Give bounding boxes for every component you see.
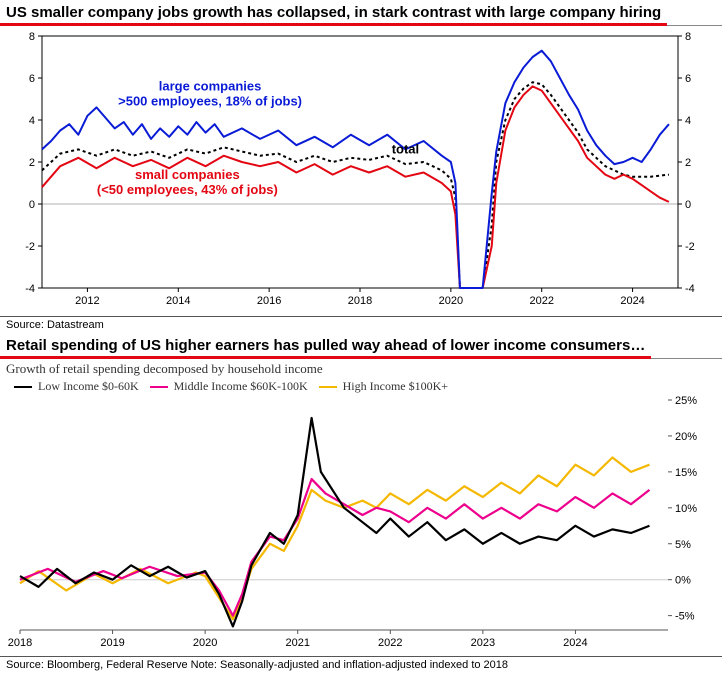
- svg-text:2021: 2021: [285, 637, 309, 649]
- svg-text:2022: 2022: [529, 295, 553, 307]
- svg-text:large companies: large companies: [159, 79, 262, 94]
- svg-text:-2: -2: [685, 241, 695, 253]
- svg-text:small companies: small companies: [135, 167, 240, 182]
- svg-text:2022: 2022: [378, 637, 402, 649]
- legend-swatch: [150, 386, 168, 388]
- svg-text:0: 0: [685, 199, 691, 211]
- svg-text:15%: 15%: [675, 467, 697, 479]
- chart1-source: Source: Datastream: [0, 316, 722, 333]
- legend-label: Low Income $0-60K: [35, 379, 142, 393]
- svg-text:2019: 2019: [100, 637, 124, 649]
- svg-text:-4: -4: [685, 283, 695, 295]
- chart2-title: Retail spending of US higher earners has…: [0, 333, 651, 359]
- svg-text:4: 4: [685, 115, 691, 127]
- legend-label: Middle Income $60K-100K: [171, 379, 311, 393]
- legend-label: High Income $100K+: [340, 379, 448, 393]
- svg-text:25%: 25%: [675, 395, 697, 407]
- chart2-svg: -5% 0% 5% 10% 15% 20% 25% 2018 2019 2020 2021 2022 2…: [0, 394, 722, 656]
- svg-text:0%: 0%: [675, 575, 691, 587]
- svg-text:2014: 2014: [166, 295, 190, 307]
- svg-text:-2: -2: [25, 241, 35, 253]
- svg-text:-5%: -5%: [675, 611, 695, 623]
- svg-text:2020: 2020: [193, 637, 217, 649]
- svg-text:(<50 employees, 43% of jobs): (<50 employees, 43% of jobs): [97, 182, 278, 197]
- svg-text:2023: 2023: [471, 637, 495, 649]
- svg-text:2024: 2024: [620, 295, 644, 307]
- chart2-source: Source: Bloomberg, Federal Reserve Note:…: [0, 656, 722, 673]
- svg-text:0: 0: [29, 199, 35, 211]
- svg-text:2018: 2018: [8, 637, 32, 649]
- svg-text:total: total: [392, 142, 419, 157]
- svg-text:10%: 10%: [675, 503, 697, 515]
- svg-text:2016: 2016: [257, 295, 281, 307]
- svg-text:2012: 2012: [75, 295, 99, 307]
- svg-text:2018: 2018: [348, 295, 372, 307]
- svg-text:6: 6: [29, 73, 35, 85]
- chart2-subtitle: Growth of retail spending decomposed by …: [0, 359, 722, 379]
- svg-text:8: 8: [29, 31, 35, 43]
- chart2-block: Retail spending of US higher earners has…: [0, 333, 722, 673]
- legend-swatch: [14, 386, 32, 388]
- svg-text:>500 employees, 18% of jobs): >500 employees, 18% of jobs): [118, 94, 302, 109]
- svg-text:8: 8: [685, 31, 691, 43]
- svg-text:2020: 2020: [439, 295, 463, 307]
- chart2-legend: Low Income $0-60K Middle Income $60K-100…: [0, 379, 722, 394]
- chart1-title: US smaller company jobs growth has colla…: [0, 0, 667, 26]
- svg-text:5%: 5%: [675, 539, 691, 551]
- svg-text:6: 6: [685, 73, 691, 85]
- chart1-block: US smaller company jobs growth has colla…: [0, 0, 722, 333]
- chart1-svg: -4 -4 -2 -2 0 0 2 2 4 4 6 6 8 8 2012 2014 2016 2018 2020 20…: [0, 26, 722, 316]
- svg-text:2: 2: [685, 157, 691, 169]
- svg-text:20%: 20%: [675, 431, 697, 443]
- svg-text:2: 2: [29, 157, 35, 169]
- svg-text:-4: -4: [25, 283, 35, 295]
- svg-text:2024: 2024: [563, 637, 587, 649]
- legend-swatch: [319, 386, 337, 388]
- svg-text:4: 4: [29, 115, 35, 127]
